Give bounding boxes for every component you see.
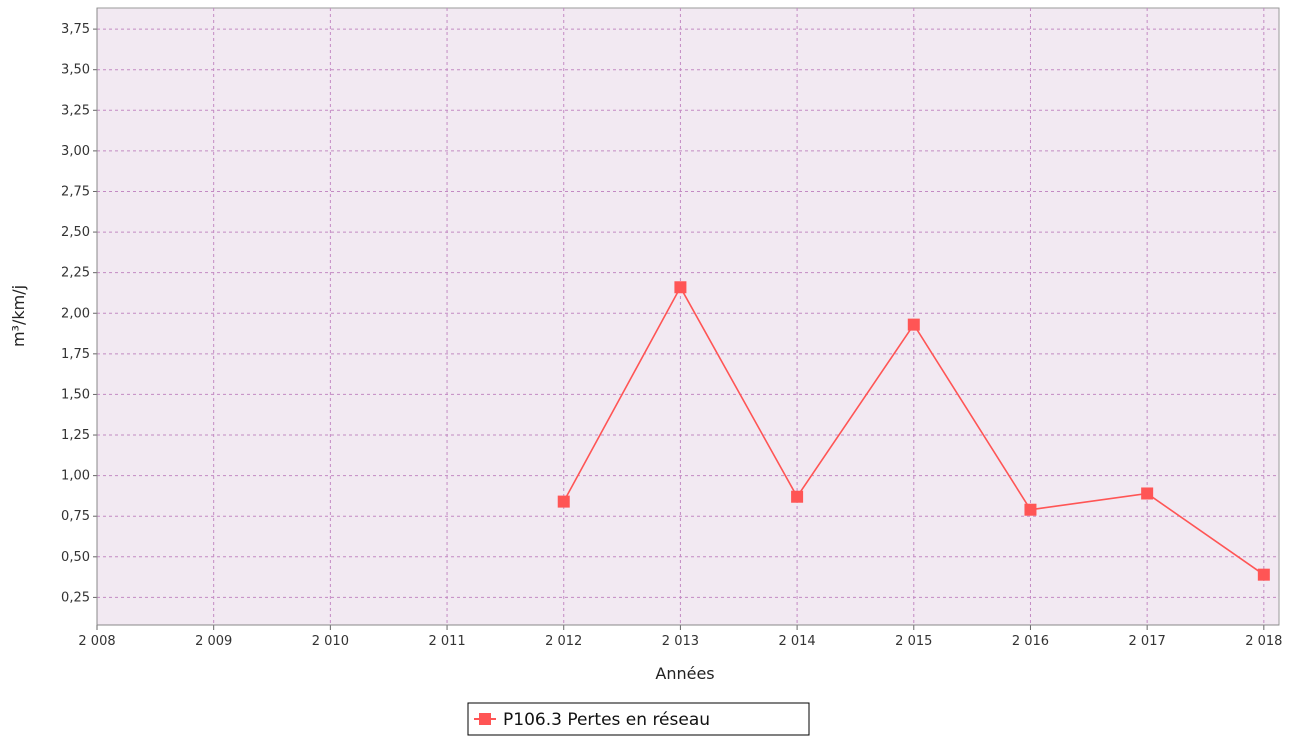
y-tick-label: 3,75 [61, 22, 90, 37]
y-tick-label: 2,00 [61, 306, 90, 321]
x-tick-label: 2 014 [778, 634, 815, 649]
y-tick-label: 2,25 [61, 266, 90, 281]
x-tick-label: 2 015 [895, 634, 932, 649]
data-point [557, 495, 570, 508]
y-tick-label: 1,75 [61, 347, 90, 362]
x-tick-label: 2 013 [662, 634, 699, 649]
plot-area [96, 7, 1280, 626]
y-tick-label: 1,00 [61, 469, 90, 484]
x-tick-label: 2 018 [1245, 634, 1282, 649]
y-axis-title: m³/km/j [9, 285, 28, 347]
x-tick-label: 2 010 [312, 634, 349, 649]
data-point [1024, 503, 1037, 516]
x-tick-label: 2 008 [78, 634, 115, 649]
y-tick-label: 2,75 [61, 184, 90, 199]
y-tick-label: 0,50 [61, 550, 90, 565]
data-point [1141, 487, 1154, 500]
legend-marker-swatch [479, 713, 491, 725]
data-point [1257, 568, 1270, 581]
x-tick-label: 2 009 [195, 634, 232, 649]
axes: 0,25 0,50 0,75 1,00 1,25 1,50 1,75 2,00 2,25 2,50… [61, 8, 1282, 649]
y-tick-label: 3,25 [61, 103, 90, 118]
y-tick-label: 0,75 [61, 509, 90, 524]
x-tick-label: 2 016 [1012, 634, 1049, 649]
data-point [791, 490, 804, 503]
y-tick-label: 0,25 [61, 590, 90, 605]
series-layer [557, 281, 1270, 581]
x-tick-label: 2 012 [545, 634, 582, 649]
legend: P106.3 Pertes en réseau [467, 702, 810, 736]
y-tick-label: 3,00 [61, 144, 90, 159]
x-axis-title: Années [655, 664, 714, 683]
data-point [674, 281, 687, 294]
legend-label: P106.3 Pertes en réseau [503, 710, 710, 730]
y-tick-label: 1,25 [61, 428, 90, 443]
y-tick-label: 1,50 [61, 387, 90, 402]
x-tick-label: 2 017 [1129, 634, 1166, 649]
y-tick-label: 2,50 [61, 225, 90, 240]
legend-box [467, 702, 810, 736]
data-point [907, 318, 920, 331]
x-tick-label: 2 011 [428, 634, 465, 649]
y-tick-label: 3,50 [61, 63, 90, 78]
